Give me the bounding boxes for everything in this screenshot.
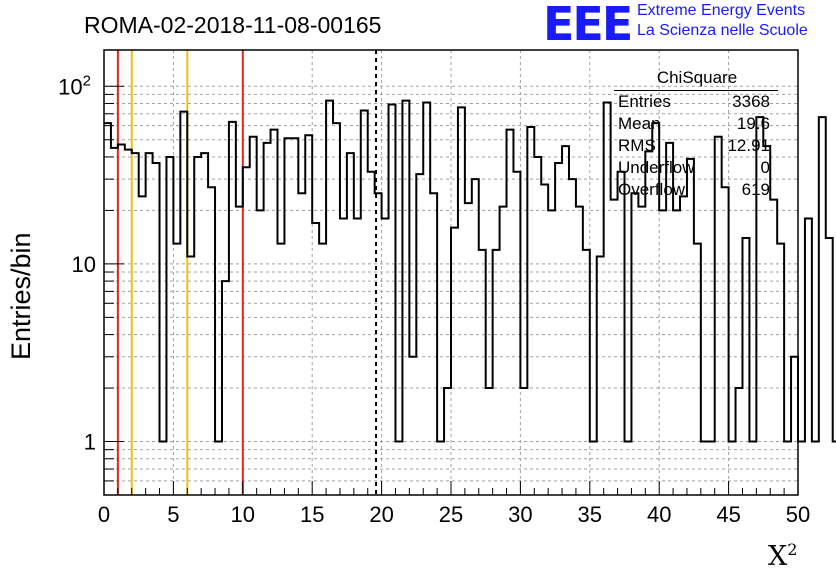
stats-row-overflow: Overflow 619 [618,180,770,202]
stats-row-mean: Mean 19.6 [618,114,770,136]
x-tick-labels: 0 5 10 15 20 25 30 35 40 45 50 [98,502,810,527]
y-tick-label: 102 [58,72,91,99]
stats-label: Entries [618,92,671,111]
eee-logo: EEE [543,0,633,51]
histogram-series [104,99,836,443]
x-tick-label: 25 [439,502,463,527]
x-tick-label: 5 [167,502,179,527]
stats-label: Mean [618,114,661,133]
x-tick-label: 20 [369,502,393,527]
x-tick-label: 35 [578,502,602,527]
stats-label: Underflow [618,158,695,177]
y-tick-label: 1 [84,430,96,455]
x-axis-label: X2 [768,540,797,572]
logo-subtitle-line2: La Scienza nelle Scuole [637,22,808,39]
stats-row-underflow: Underflow 0 [618,158,770,180]
x-tick-label: 40 [647,502,671,527]
x-tick-label: 10 [231,502,255,527]
x-tick-label: 30 [508,502,532,527]
stats-label: RMS [618,136,656,155]
x-axis-label-base: X [768,541,788,572]
x-tick-label: 50 [786,502,810,527]
stats-row-entries: Entries 3368 [618,92,770,114]
x-tick-label: 45 [716,502,740,527]
stats-value: 19.6 [736,114,770,133]
y-axis-label: Entries/bin [6,232,36,360]
stats-label: Overflow [618,180,686,199]
x-tick-label: 15 [300,502,324,527]
y-tick-labels: 1 10 102 [58,72,96,454]
reference-lines [116,50,378,495]
stats-value: 3368 [732,92,770,111]
logo-subtitle-line1: Extreme Energy Events [637,2,806,19]
stats-title-underline [614,90,778,91]
stats-value: 0 [760,158,770,177]
axis-ticks [103,85,799,496]
y-tick-label: 10 [72,252,96,277]
stats-row-rms: RMS 12.91 [618,136,770,158]
logo-subtitle: Extreme Energy Events La Scienza nelle S… [637,1,808,41]
stats-title: ChiSquare [656,68,738,87]
chart-title: ROMA-02-2018-11-08-00165 [84,12,382,38]
grid-lines [104,50,798,496]
x-tick-label: 0 [98,502,110,527]
stats-value: 619 [741,180,770,199]
stats-box: ChiSquare Entries 3368 Mean 19.6 RMS 12.… [612,68,782,206]
stats-value: 12.91 [727,136,770,155]
x-axis-label-exponent: 2 [787,540,798,559]
